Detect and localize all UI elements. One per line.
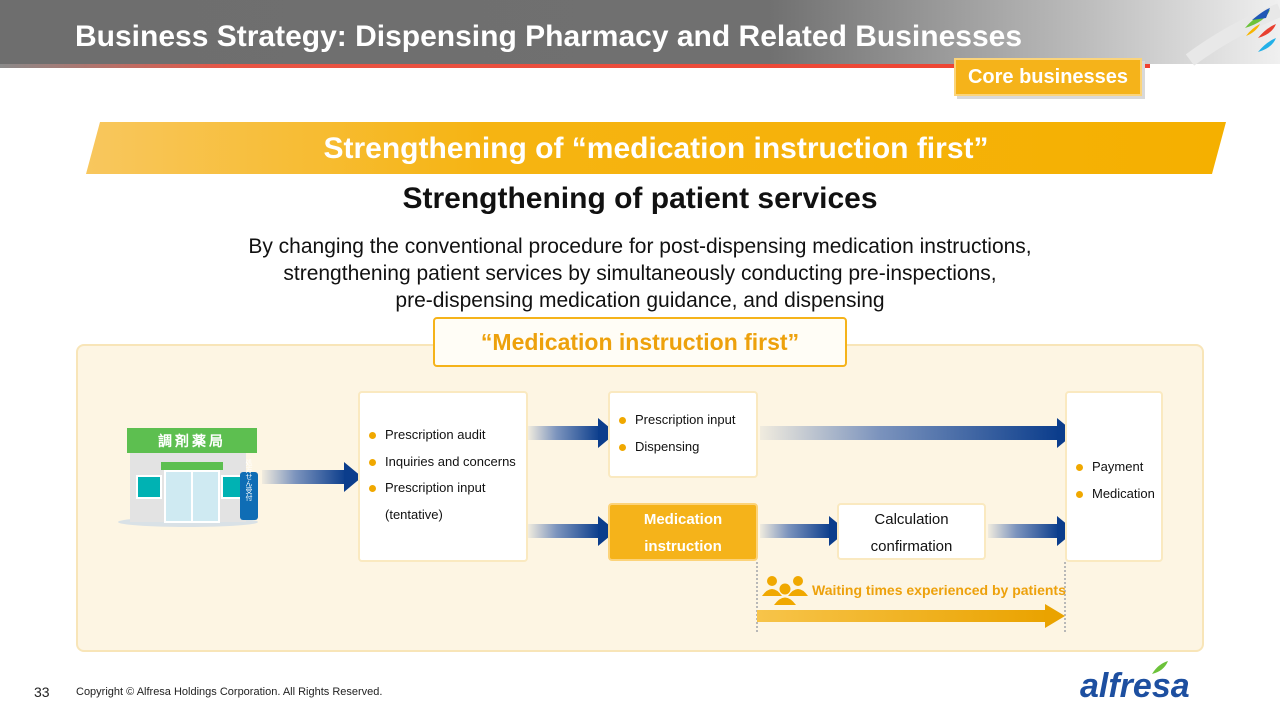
core-businesses-badge: Core businesses [954,58,1142,96]
flow-arrow [988,516,1075,546]
flow-arrow [760,516,847,546]
description-line: By changing the conventional procedure f… [248,235,1032,258]
section-banner [86,122,1226,174]
list-item: (tentative) [385,506,443,522]
description: By changing the conventional procedure f… [0,233,1280,314]
list-item: Prescription input [610,407,756,434]
diagram-panel [76,344,1204,652]
patients-icon [762,576,808,605]
list-item: Medication [1067,481,1161,508]
copyright: Copyright © Alfresa Holdings Corporation… [76,686,383,698]
list-item: Payment [1067,454,1161,481]
logo-text: alfresa [1080,667,1190,705]
diagram-label: “Medication instruction first” [433,317,847,367]
list-item: Inquiries and concerns [360,449,526,476]
flow-arrow [528,418,616,448]
box-text: Medication [643,511,723,528]
step-box-audit: Prescription audit Inquiries and concern… [358,391,528,562]
flow-arrow [760,418,1075,448]
waiting-times-label: Waiting times experienced by patients [812,582,1066,598]
step-box-calculation: Calculation confirmation [837,503,986,560]
list-item: Dispensing [610,434,756,461]
box-text: confirmation [870,538,953,555]
pharmacy-icon: 調剤薬局 処方せん受付 [118,428,258,527]
page-number: 33 [34,684,50,700]
waiting-end-marker [1064,562,1066,632]
box-text: Calculation [874,511,949,528]
list-item: Prescription audit [360,422,526,449]
description-line: pre-dispensing medication guidance, and … [395,289,885,312]
flow-arrow [262,462,362,492]
brand-graphic [1185,3,1280,66]
step-box-payment: Payment Medication [1065,391,1163,562]
flow-arrow [528,516,616,546]
waiting-time-arrow [757,604,1065,628]
waiting-start-marker [756,562,758,632]
pharmacy-stand-text: 処方せん受付 [245,458,253,502]
pharmacy-sign: 調剤薬局 [158,433,226,450]
page-title: Business Strategy: Dispensing Pharmacy a… [75,20,1023,53]
step-box-dispensing: Prescription input Dispensing [608,391,758,478]
subtitle: Strengthening of patient services [402,182,878,215]
box-text: instruction [644,538,722,555]
step-box-medication-instruction: Medication instruction [608,503,758,561]
header-underline [0,64,1150,68]
section-banner-text: Strengthening of “medication instruction… [323,132,989,165]
description-line: strengthening patient services by simult… [283,262,997,285]
alfresa-logo: alfresa [1080,661,1190,705]
header-bar [0,0,1280,64]
list-item: Prescription input [360,475,526,502]
